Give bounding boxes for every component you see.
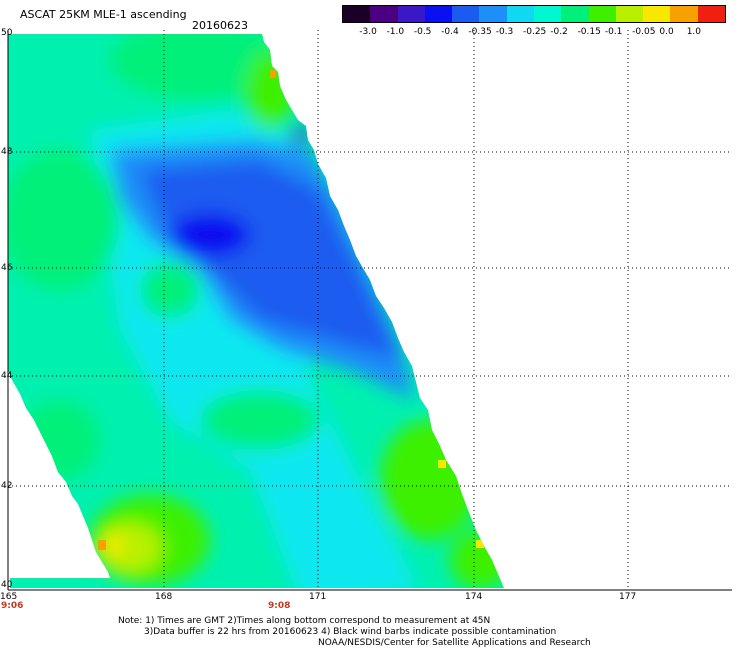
- note-line-2: 3)Data buffer is 22 hrs from 20160623 4)…: [144, 627, 557, 637]
- note-line-1: Note: 1) Times are GMT 2)Times along bot…: [118, 616, 491, 626]
- lat-label-42: 42: [1, 481, 13, 491]
- time-label-mid: 9:08: [268, 601, 291, 611]
- product-title: ASCAT 25KM MLE-1 ascending: [20, 8, 187, 21]
- colorbar-segment: [370, 6, 398, 22]
- colorbar: [342, 5, 726, 23]
- lat-label-44: 44: [1, 371, 13, 381]
- colorbar-segment: [670, 6, 698, 22]
- lat-label-50: 50: [1, 28, 13, 38]
- colorbar-segment: [479, 6, 507, 22]
- lon-label-174: 174: [465, 592, 483, 602]
- colorbar-segment: [424, 6, 453, 22]
- colorbar-segment: [343, 6, 371, 22]
- colorbar-tick-label: -0.5: [413, 27, 432, 37]
- lon-label-168: 168: [155, 592, 173, 602]
- colorbar-segment: [397, 6, 425, 22]
- colorbar-segment: [615, 6, 644, 22]
- colorbar-tick-label: -0.05: [632, 27, 656, 37]
- colorbar-segment: [533, 6, 562, 22]
- colorbar-tick-label: -0.2: [550, 27, 568, 37]
- colorbar-tick-label: 1.0: [686, 27, 702, 37]
- colorbar-tick-label: 0.0: [659, 27, 674, 37]
- colorbar-segment: [561, 6, 589, 22]
- colorbar-tick-label: -0.3: [495, 27, 514, 37]
- colorbar-tick-label: -1.0: [386, 27, 405, 37]
- graticule: [8, 30, 732, 590]
- colorbar-tick-label: -0.15: [577, 27, 601, 37]
- colorbar-segment: [697, 6, 725, 22]
- lon-label-177: 177: [619, 592, 637, 602]
- colorbar-tick-label: -0.4: [441, 27, 459, 37]
- colorbar-tick-label: -3.0: [359, 27, 377, 37]
- colorbar-tick-label: -0.35: [468, 27, 492, 37]
- colorbar-segment: [452, 6, 480, 22]
- colorbar-tick-label: -0.1: [604, 27, 623, 37]
- colorbar-tick-label: -0.25: [523, 27, 547, 37]
- date-title: 20160623: [192, 19, 248, 32]
- lat-label-46: 46: [1, 263, 13, 273]
- wind-swath: [8, 34, 504, 588]
- note-line-3: NOAA/NESDIS/Center for Satellite Applica…: [318, 638, 591, 648]
- colorbar-segment: [588, 6, 616, 22]
- lon-label-165: 165: [0, 592, 18, 602]
- lat-label-48: 48: [1, 147, 13, 157]
- colorbar-tick-labels: -3.0 -1.0 -0.5 -0.4 -0.35 -0.3 -0.25 -0.2 -0.15-…: [342, 27, 726, 39]
- colorbar-segment: [506, 6, 534, 22]
- lat-label-40: 40: [1, 580, 13, 590]
- colorbar-segment: [643, 6, 671, 22]
- time-label-start: 9:06: [1, 601, 24, 611]
- lon-label-171: 171: [309, 592, 327, 602]
